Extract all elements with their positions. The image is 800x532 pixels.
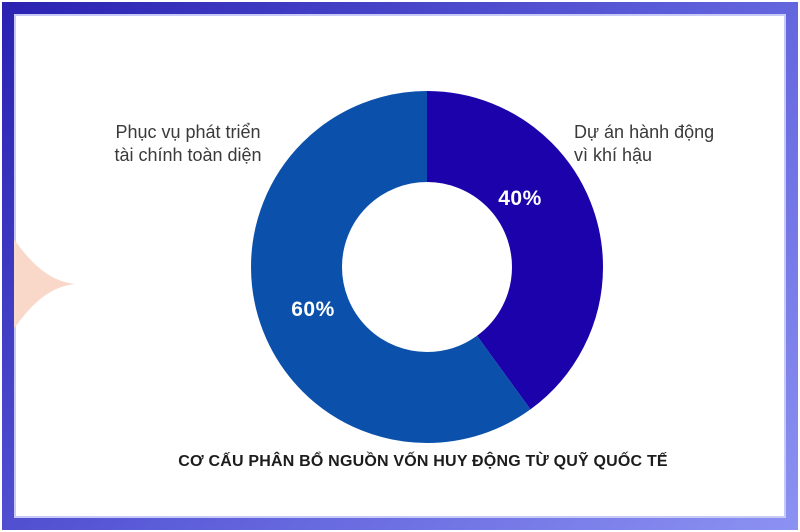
chart-title: CƠ CẤU PHÂN BỔ NGUỒN VỐN HUY ĐỘNG TỪ QUỸ…	[178, 453, 668, 470]
callout-financial-inclusion: Phục vụ phát triển tài chính toàn diện	[90, 121, 286, 167]
callout-left-line1: Phục vụ phát triển	[115, 122, 261, 142]
slice-value-label-climate: 40%	[498, 187, 542, 210]
slice-value-label-finance: 60%	[291, 298, 335, 321]
callout-climate-action: Dự án hành động vì khí hậu	[574, 121, 714, 167]
callout-right-line1: Dự án hành động	[574, 122, 715, 142]
petal-icon	[14, 239, 75, 329]
donut-slice-financial-inclusion	[251, 91, 603, 443]
donut-chart	[251, 91, 603, 443]
callout-left-line2: tài chính toàn diện	[114, 145, 262, 165]
callout-right-line2: vì khí hậu	[574, 145, 653, 165]
